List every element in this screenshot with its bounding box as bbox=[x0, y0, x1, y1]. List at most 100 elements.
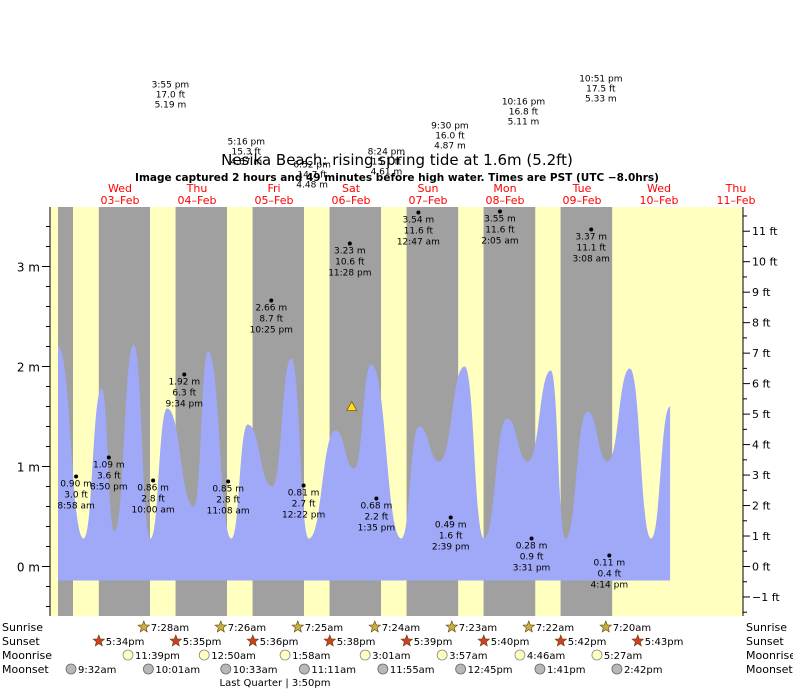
offscale-high-label: 6:52 pm bbox=[293, 161, 331, 171]
moonrise-icon bbox=[436, 649, 448, 661]
extremum-label: 4:14 pm bbox=[591, 581, 629, 591]
offscale-high-label: 17.0 ft bbox=[156, 91, 186, 101]
moonrise-time: 4:46am bbox=[527, 651, 565, 662]
extremum-point bbox=[269, 298, 274, 303]
sunrise-icon bbox=[522, 620, 536, 633]
moonset-icon bbox=[65, 663, 77, 675]
sunrise-icon bbox=[368, 620, 382, 633]
day-name: Sun bbox=[418, 182, 439, 195]
moonset-time: 11:55am bbox=[390, 665, 435, 676]
chart-title: Nesika Beach: rising spring tide at 1.6m… bbox=[221, 151, 573, 169]
offscale-high-label: 4.61 m bbox=[371, 168, 403, 178]
extremum-label: 8:58 am bbox=[57, 502, 94, 512]
extremum-label: 11.6 ft bbox=[485, 226, 515, 236]
y-tick-label-m: 2 m bbox=[17, 361, 40, 375]
chart-subtitle: Image captured 2 hours and 49 minutes be… bbox=[135, 172, 659, 184]
moonrise-time: 12:50am bbox=[211, 651, 256, 662]
sunset-time: 5:39pm bbox=[414, 637, 453, 648]
data-labels: 0.90 m3.0 ft8:58 am 1.09 m3.6 ft8:50 pm 0.… bbox=[57, 75, 628, 591]
y-tick-label-ft: 8 ft bbox=[752, 317, 771, 330]
moonrise-icon bbox=[122, 649, 134, 661]
sunrise-time: 7:20am bbox=[613, 623, 651, 634]
extremum-point bbox=[529, 536, 534, 541]
day-name: Thu bbox=[725, 182, 747, 195]
y-tick-label-ft: 10 ft bbox=[752, 256, 778, 269]
extremum-label: 0.68 m bbox=[361, 502, 393, 512]
extremum-label: 10:25 pm bbox=[250, 326, 293, 336]
day-name: Tue bbox=[572, 182, 592, 195]
y-tick-label-ft: −1 ft bbox=[752, 591, 780, 604]
extremum-point bbox=[182, 372, 187, 377]
moonset-icon bbox=[377, 663, 389, 675]
extremum-label: 3.54 m bbox=[403, 216, 435, 226]
extremum-label: 2:05 am bbox=[481, 237, 518, 247]
sunset-time: 5:34pm bbox=[106, 637, 145, 648]
moonset-time: 10:33am bbox=[233, 665, 278, 676]
moonrise-time: 3:57am bbox=[449, 651, 487, 662]
offscale-high-label: 15.3 ft bbox=[232, 148, 262, 158]
offscale-high-label: 17.5 ft bbox=[586, 85, 616, 95]
extremum-label: 2.8 ft bbox=[141, 495, 165, 505]
extremum-label: 3.37 m bbox=[575, 233, 607, 243]
extremum-label: 3.0 ft bbox=[64, 491, 88, 501]
extremum-label: 3:31 pm bbox=[513, 564, 551, 574]
sunset-icon bbox=[554, 634, 568, 647]
sunset-time: 5:35pm bbox=[183, 637, 222, 648]
extremum-label: 3.55 m bbox=[484, 215, 516, 225]
day-date: 05–Feb bbox=[255, 194, 294, 207]
offscale-high-label: 5.11 m bbox=[508, 118, 540, 128]
sunset-icon bbox=[631, 634, 645, 647]
extremum-label: 1.09 m bbox=[93, 461, 125, 471]
sunset-time: 5:40pm bbox=[491, 637, 530, 648]
extremum-label: 0.9 ft bbox=[520, 553, 544, 563]
extremum-point bbox=[151, 478, 156, 483]
day-name: Wed bbox=[108, 182, 132, 195]
moonset-icon bbox=[611, 663, 623, 675]
y-tick-label-ft: 9 ft bbox=[752, 286, 771, 299]
moonrise-icon bbox=[514, 649, 526, 661]
extremum-point bbox=[106, 455, 111, 460]
y-tick-label-ft: 0 ft bbox=[752, 561, 771, 574]
day-date: 07–Feb bbox=[409, 194, 448, 207]
day-date: 11–Feb bbox=[717, 194, 756, 207]
extremum-label: 2.7 ft bbox=[292, 500, 316, 510]
extremum-point bbox=[226, 479, 231, 484]
sunrise-time: 7:23am bbox=[459, 623, 497, 634]
day-name: Sat bbox=[342, 182, 361, 195]
extremum-point bbox=[607, 553, 612, 558]
extremum-label: 1.6 ft bbox=[439, 532, 463, 542]
extremum-label: 0.11 m bbox=[593, 559, 625, 569]
extremum-point bbox=[374, 496, 379, 501]
sunset-icon bbox=[323, 634, 337, 647]
sunrise-time: 7:25am bbox=[305, 623, 343, 634]
tide-area bbox=[58, 344, 671, 581]
sunrise-icon bbox=[291, 620, 305, 633]
day-date: 08–Feb bbox=[486, 194, 525, 207]
moonset-icon bbox=[143, 663, 154, 675]
row-label-right: Moonset bbox=[746, 663, 793, 676]
sunrise-icon bbox=[445, 620, 459, 633]
extremum-label: 12:22 pm bbox=[282, 511, 325, 521]
extremum-label: 0.4 ft bbox=[597, 570, 621, 580]
offscale-high-label: 5.33 m bbox=[585, 95, 617, 105]
extremum-point bbox=[448, 515, 453, 520]
moonset-time: 12:45pm bbox=[468, 665, 513, 676]
sunset-time: 5:43pm bbox=[645, 637, 684, 648]
moonrise-time: 3:01am bbox=[372, 651, 410, 662]
y-tick-label-ft: 11 ft bbox=[752, 225, 778, 238]
extremum-label: 1.92 m bbox=[168, 378, 200, 388]
sunrise-time: 7:26am bbox=[228, 623, 266, 634]
y-tick-label-m: 1 m bbox=[17, 461, 40, 475]
extremum-point bbox=[589, 227, 594, 232]
extremum-label: 8.7 ft bbox=[259, 315, 283, 325]
extremum-point bbox=[301, 483, 306, 488]
sunrise-icon bbox=[599, 620, 613, 633]
moonset-time: 1:41pm bbox=[547, 665, 586, 676]
y-tick-label-m: 0 m bbox=[17, 561, 40, 575]
extremum-label: 6.3 ft bbox=[172, 389, 196, 399]
extremum-label: 11:08 am bbox=[207, 507, 250, 517]
sunrise-time: 7:28am bbox=[151, 623, 189, 634]
extremum-point bbox=[74, 474, 79, 479]
